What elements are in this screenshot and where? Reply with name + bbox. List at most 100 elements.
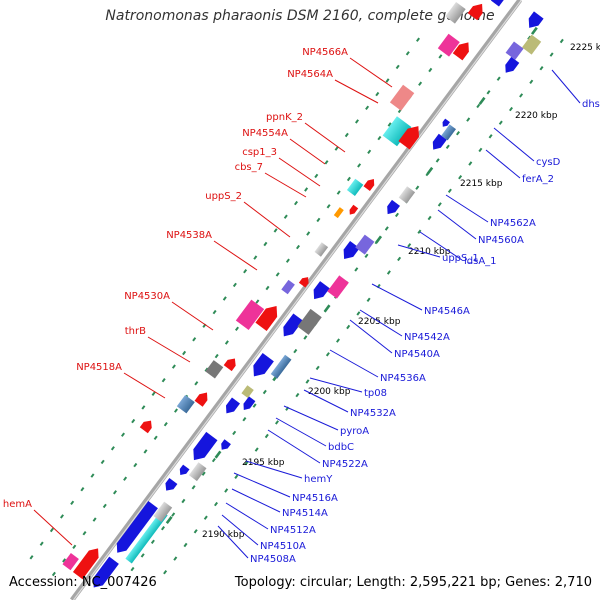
tick-mark xyxy=(416,37,420,42)
tick-mark xyxy=(262,389,267,395)
tick-mark xyxy=(305,379,310,384)
gene-arrow xyxy=(176,395,195,414)
gene-arrow-shape xyxy=(327,275,349,299)
gene-arrow-shape xyxy=(139,420,152,434)
tick-mark xyxy=(92,517,97,522)
tick-mark xyxy=(357,163,362,168)
tick-mark xyxy=(263,241,268,247)
tick-mark xyxy=(275,420,279,425)
upper-gene-label: NP4518A xyxy=(76,362,122,373)
tick-mark xyxy=(549,52,554,57)
tick-mark xyxy=(346,176,351,182)
upper-gene-label: cbs_7 xyxy=(235,162,263,173)
tick-mark xyxy=(151,391,156,397)
gene-arrow xyxy=(297,308,322,335)
tick-mark xyxy=(102,503,107,509)
tick-mark xyxy=(82,530,87,536)
lower-gene-label: NP4542A xyxy=(404,332,450,343)
upper-gene-label: NP4530A xyxy=(124,291,170,302)
tick-mark xyxy=(214,353,219,359)
lower-gene-label: NP4546A xyxy=(424,306,470,317)
tick-mark xyxy=(193,529,198,534)
tick-mark xyxy=(113,490,117,495)
gene-arrow xyxy=(225,397,240,414)
tick-mark xyxy=(306,231,311,236)
gene-arrow-shape xyxy=(467,3,483,21)
lower-gene-label-leader xyxy=(231,488,281,513)
tick-mark xyxy=(375,91,380,97)
tick-mark xyxy=(232,282,237,288)
tick-mark xyxy=(283,214,288,219)
tick-mark xyxy=(435,158,440,163)
gene-arrow-shape xyxy=(297,308,322,335)
tick-mark xyxy=(254,447,259,452)
upper-gene-label: ppnK_2 xyxy=(266,112,303,123)
gene-arrow-shape xyxy=(349,204,359,215)
scale-label: 2190 kbp xyxy=(202,530,245,540)
gene-arrow-shape xyxy=(441,124,456,141)
lower-gene-label-leader xyxy=(329,349,379,378)
gene-arrow xyxy=(255,305,278,332)
tick-mark xyxy=(143,449,148,454)
gene-arrow xyxy=(490,0,507,7)
tick-mark xyxy=(60,514,64,519)
tick-mark xyxy=(447,188,452,194)
gene-arrow-shape xyxy=(382,116,412,147)
tick-mark xyxy=(478,147,483,153)
gene-arrow-shape xyxy=(437,33,460,57)
lower-gene-label-leader xyxy=(221,514,259,546)
gene-arrow xyxy=(389,84,415,111)
tick-mark xyxy=(131,418,136,424)
tick-mark xyxy=(49,527,54,533)
tick-mark xyxy=(72,544,77,550)
gene-arrow-shape xyxy=(221,439,231,450)
upper-gene-label: NP4554A xyxy=(242,128,288,139)
scale-label: 2220 kbp xyxy=(515,111,558,121)
gene-arrow xyxy=(93,556,119,588)
tick-mark xyxy=(161,377,166,383)
lower-gene-label-leader xyxy=(419,231,463,261)
tick-mark xyxy=(355,119,359,124)
lower-gene-label: tp08 xyxy=(364,388,387,399)
tick-mark xyxy=(415,185,420,190)
lower-gene-label: NP4514A xyxy=(282,508,328,519)
lower-gene-label-leader xyxy=(245,460,303,479)
tick-mark xyxy=(121,432,125,437)
tick-mark xyxy=(232,430,237,436)
tick-mark xyxy=(201,471,206,476)
tick-mark xyxy=(163,421,168,427)
tick-mark xyxy=(559,38,564,44)
tick-mark xyxy=(365,105,370,111)
gene-arrow xyxy=(343,240,360,260)
tick-mark xyxy=(62,558,67,563)
tick-mark xyxy=(364,253,369,259)
tick-mark xyxy=(386,270,391,275)
tick-mark xyxy=(486,90,491,95)
tick-mark xyxy=(255,299,260,304)
tick-mark xyxy=(173,556,178,561)
tick-mark xyxy=(405,51,410,56)
gene-arrow xyxy=(314,242,329,257)
lower-gene-label-leader xyxy=(371,283,423,311)
lower-gene-label: NP4536A xyxy=(380,373,426,384)
lower-gene-label-leader xyxy=(359,309,403,337)
gene-arrow-shape xyxy=(398,186,416,204)
gene-arrow-shape xyxy=(179,464,190,476)
lower-gene-label: NP4512A xyxy=(270,525,316,536)
tick-mark xyxy=(395,212,399,218)
lower-gene-label: dhs xyxy=(582,99,600,110)
upper-gene-label-leader xyxy=(278,157,321,187)
gene-arrow xyxy=(223,358,236,372)
gene-arrow-shape xyxy=(283,313,303,337)
gene-arrow-shape xyxy=(153,501,173,523)
gene-arrow-shape xyxy=(528,11,544,28)
gene-arrow-shape xyxy=(313,281,330,300)
tick-mark xyxy=(242,416,247,422)
upper-gene-label-leader xyxy=(289,138,326,165)
tick-mark xyxy=(316,217,321,223)
gene-arrow xyxy=(165,478,178,491)
tick-mark xyxy=(244,460,249,466)
upper-gene-label: hemA xyxy=(3,499,32,510)
